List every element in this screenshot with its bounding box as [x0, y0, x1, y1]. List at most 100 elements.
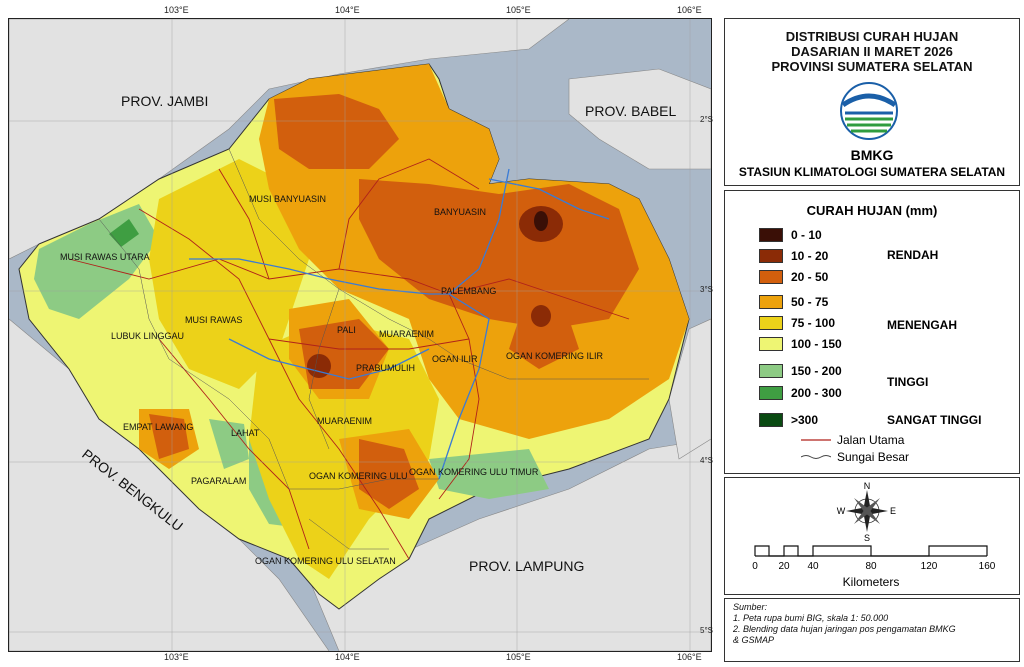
label-prov-jambi: PROV. JAMBI	[121, 93, 208, 109]
legend-river: Sungai Besar	[801, 450, 909, 464]
source-line1: 1. Peta rupa bumi BIG, skala 1: 50.000	[733, 613, 889, 623]
legend-swatch	[759, 413, 783, 427]
land-jambi	[9, 19, 570, 260]
zone-20-50-north	[274, 94, 399, 169]
title-panel: DISTRIBUSI CURAH HUJAN DASARIAN II MARET…	[724, 18, 1020, 186]
compass-n: N	[864, 481, 871, 491]
legend-item-100-150: 100 - 150	[759, 336, 842, 352]
legend-item-50-75: 50 - 75	[759, 294, 828, 310]
district-boundaries	[98, 148, 649, 550]
label-musi-banyuasin: MUSI BANYUASIN	[249, 194, 326, 204]
legend-class-menengah: MENENGAH	[887, 318, 958, 332]
legend-label: 20 - 50	[791, 270, 829, 284]
legend-label: 50 - 75	[791, 295, 829, 309]
label-oku: OGAN KOMERING ULU	[309, 471, 408, 481]
scale-unit: Kilometers	[843, 575, 900, 589]
legend-swatch	[759, 228, 783, 242]
legend-title: CURAH HUJAN (mm)	[806, 203, 938, 218]
rainfall-map: PROV. JAMBI PROV. BABEL PROV. LAMPUNG PR…	[8, 18, 712, 652]
legend-label: 200 - 300	[791, 386, 842, 400]
source-header: Sumber:	[733, 602, 768, 612]
legend-class-tinggi: TINGGI	[887, 375, 929, 389]
scale-panel: N S E W 0 20 40 80 120 160 Kilometers	[724, 477, 1020, 595]
label-palembang: PALEMBANG	[441, 286, 496, 296]
source-line3: & GSMAP	[733, 635, 775, 645]
label-prabumulih: PRABUMULIH	[356, 363, 415, 373]
legend-swatch	[759, 249, 783, 263]
legend-item-10-20: 10 - 20	[759, 248, 828, 264]
tick-right-4s: 4°S	[700, 456, 713, 465]
label-prov-lampung: PROV. LAMPUNG	[469, 558, 584, 574]
legend-panel: CURAH HUJAN (mm) 0 - 10 10 - 20 20 - 50 …	[724, 190, 1020, 474]
tick-top-103: 103°E	[164, 5, 189, 15]
tick-top-106: 106°E	[677, 5, 702, 15]
label-muaraenim-north: MUARAENIM	[379, 329, 434, 339]
label-pali: PALI	[337, 325, 356, 335]
tick-bottom-106: 106°E	[677, 652, 702, 662]
legend-road-label: Jalan Utama	[837, 433, 905, 447]
label-ogan-komering-ilir: OGAN KOMERING ILIR	[506, 351, 604, 361]
legend-label: 0 - 10	[791, 228, 822, 242]
label-pagaralam: PAGARALAM	[191, 476, 246, 486]
zone-0-10-banyuasin	[534, 211, 548, 231]
river-line-icon	[801, 455, 831, 459]
tick-top-105: 105°E	[506, 5, 531, 15]
bmkg-logo-text: BMKG	[850, 147, 894, 163]
compass-rose-icon	[846, 490, 888, 532]
scale-tick-0: 0	[752, 561, 758, 572]
legend-label: 150 - 200	[791, 364, 842, 378]
scale-bar	[754, 545, 988, 557]
label-prov-babel: PROV. BABEL	[585, 103, 677, 119]
tick-bottom-103: 103°E	[164, 652, 189, 662]
legend-swatch	[759, 295, 783, 309]
zone-20-50-oki	[509, 319, 579, 369]
label-musi-rawas-utara: MUSI RAWAS UTARA	[60, 252, 150, 262]
compass-e: E	[890, 506, 896, 516]
legend-class-rendah: RENDAH	[887, 248, 939, 262]
legend-swatch	[759, 316, 783, 330]
bmkg-logo-icon	[835, 81, 903, 154]
legend-item-300plus: >300	[759, 412, 818, 428]
label-ogan-ilir: OGAN ILIR	[432, 354, 478, 364]
compass-w: W	[837, 506, 846, 516]
tick-right-5s: 5°S	[700, 626, 713, 635]
zone-20-50-banyuasin	[359, 179, 639, 329]
main-roads	[68, 158, 630, 560]
legend-label: 10 - 20	[791, 249, 829, 263]
legend-swatch	[759, 386, 783, 400]
source-panel: Sumber: 1. Peta rupa bumi BIG, skala 1: …	[724, 598, 1020, 662]
land-babel	[568, 68, 711, 170]
legend-river-label: Sungai Besar	[837, 450, 910, 464]
legend-item-0-10: 0 - 10	[759, 227, 822, 243]
legend-item-200-300: 200 - 300	[759, 385, 842, 401]
label-lahat: LAHAT	[231, 428, 260, 438]
label-lubuk-linggau: LUBUK LINGGAU	[111, 331, 184, 341]
label-empat-lawang: EMPAT LAWANG	[123, 422, 193, 432]
label-oku-selatan: OGAN KOMERING ULU SELATAN	[255, 556, 396, 566]
scale-tick-160: 160	[979, 561, 996, 572]
label-musi-rawas: MUSI RAWAS	[185, 315, 242, 325]
zone-150-200-pagaralam	[209, 419, 249, 469]
zone-75-100-north	[149, 159, 309, 389]
tick-bottom-104: 104°E	[335, 652, 360, 662]
legend-label: 75 - 100	[791, 316, 836, 330]
legend-road: Jalan Utama	[801, 433, 904, 447]
legend-class-sangat-tinggi: SANGAT TINGGI	[887, 413, 982, 427]
land-lampung	[308, 438, 711, 651]
scale-tick-20: 20	[778, 561, 790, 572]
label-banyuasin: BANYUASIN	[434, 207, 486, 217]
map-title-line1: DISTRIBUSI CURAH HUJAN	[785, 29, 959, 44]
zone-20-50-empat-lawang	[149, 414, 189, 459]
legend-label: 100 - 150	[791, 337, 842, 351]
source-line2: 2. Blending data hujan jaringan pos peng…	[733, 624, 956, 634]
tick-bottom-105: 105°E	[506, 652, 531, 662]
station-name: STASIUN KLIMATOLOGI SUMATERA SELATAN	[738, 165, 1006, 179]
rainfall-zones	[34, 64, 689, 579]
label-oku-timur: OGAN KOMERING ULU TIMUR	[409, 467, 539, 477]
scale-tick-40: 40	[807, 561, 819, 572]
zone-20-50-oku	[359, 439, 419, 509]
zone-10-20-oki	[531, 305, 551, 327]
legend-swatch	[759, 364, 783, 378]
legend-label: >300	[791, 413, 819, 427]
graticule	[9, 19, 711, 651]
